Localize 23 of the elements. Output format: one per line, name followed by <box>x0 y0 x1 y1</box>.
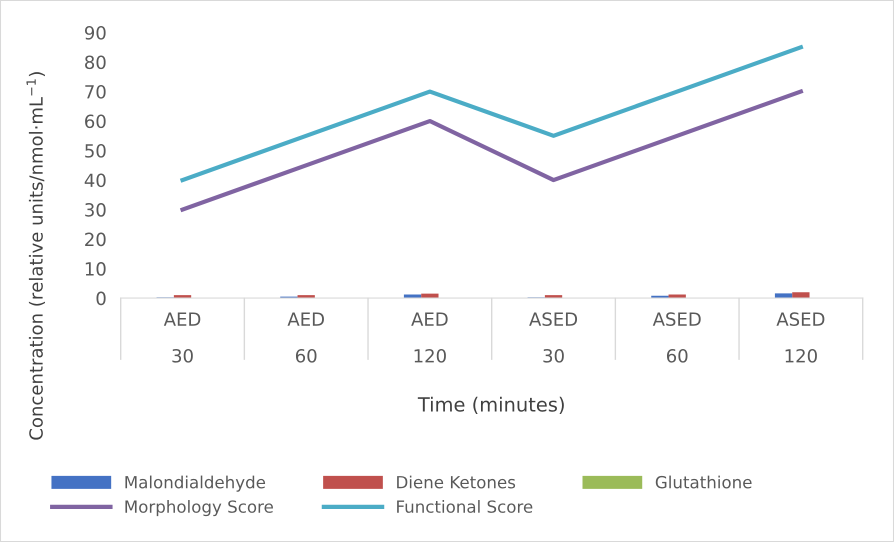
y-tick-label: 90 <box>84 26 106 40</box>
y-axis-title: Concentration (relative units/nmol·mL$^{−1}$) <box>26 72 45 440</box>
legend-label: Functional Score <box>397 500 532 513</box>
category-label: AED 60 <box>288 312 324 363</box>
y-tick-label: 20 <box>85 232 106 246</box>
legend-label: Diene Ketones <box>397 476 516 488</box>
y-tick-label: 0 <box>96 292 106 306</box>
y-tick-label: 50 <box>85 144 106 158</box>
y-tick-label: 10 <box>86 262 106 276</box>
category-label: ASED 60 <box>652 312 701 363</box>
category-label: AED 30 <box>164 312 200 363</box>
y-tick-label: 70 <box>85 84 106 99</box>
category-label: ASED 30 <box>529 312 578 363</box>
y-tick-label: 40 <box>84 174 106 188</box>
category-label: ASED 120 <box>776 312 824 363</box>
category-label: AED 120 <box>411 312 448 363</box>
legend-label: Glutathione <box>656 476 752 488</box>
x-axis-title: Time (minutes) <box>418 396 564 414</box>
legend-label: Malondialdehyde <box>125 476 266 492</box>
y-tick-label: 60 <box>85 114 106 128</box>
legend-label: Morphology Score <box>125 500 273 516</box>
y-tick-label: 80 <box>85 55 106 70</box>
y-tick-label: 30 <box>85 203 106 217</box>
